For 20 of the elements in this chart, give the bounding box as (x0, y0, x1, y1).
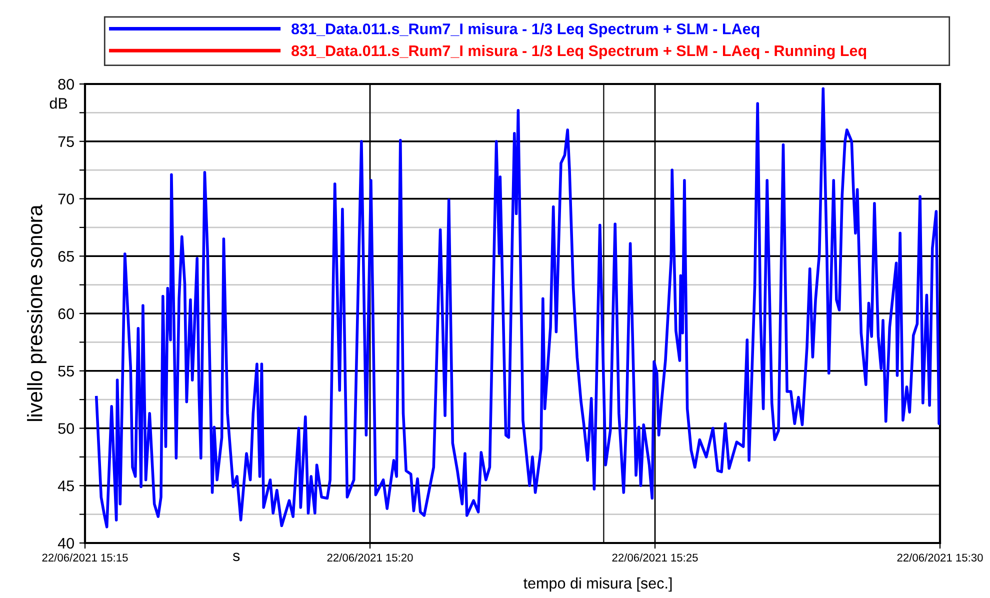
legend-label: 831_Data.011.s_Rum7_I misura - 1/3 Leq Spectrum + SLM - LAeq - Running Leq (292, 44, 866, 60)
line-series (95, 87, 940, 528)
text: s (232, 552, 240, 562)
y-tick-label: 65 (58, 250, 74, 262)
x-tick-label: 22/06/2021 15:20 (327, 553, 413, 562)
text: 831_Data.011.s_Rum7_I misura - 1/3 Leq Spectrum + SLM - LAeq (292, 23, 760, 38)
y-tick-label: 45 (58, 480, 74, 492)
x-tick-label: 22/06/2021 15:25 (612, 553, 698, 562)
y-tick-label: 75 (58, 136, 74, 148)
y-tick-label: 70 (58, 194, 74, 204)
y-tick-label: 80 (58, 78, 74, 90)
y-tick-label: 50 (58, 423, 74, 434)
text: dB (50, 98, 68, 109)
x-tick-label: 22/06/2021 15:30 (897, 553, 983, 562)
y-tick-label: 60 (58, 308, 74, 320)
y-tick-label: 40 (58, 538, 74, 549)
y-tick-label: 55 (58, 366, 74, 377)
x-axis-title: tempo di misura [sec.] (524, 577, 672, 592)
x-tick-label: 22/06/2021 15:15 (42, 553, 128, 562)
y-axis-title: livello pressione sonora (27, 204, 46, 421)
